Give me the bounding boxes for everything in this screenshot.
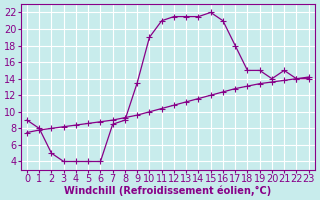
- X-axis label: Windchill (Refroidissement éolien,°C): Windchill (Refroidissement éolien,°C): [64, 185, 271, 196]
